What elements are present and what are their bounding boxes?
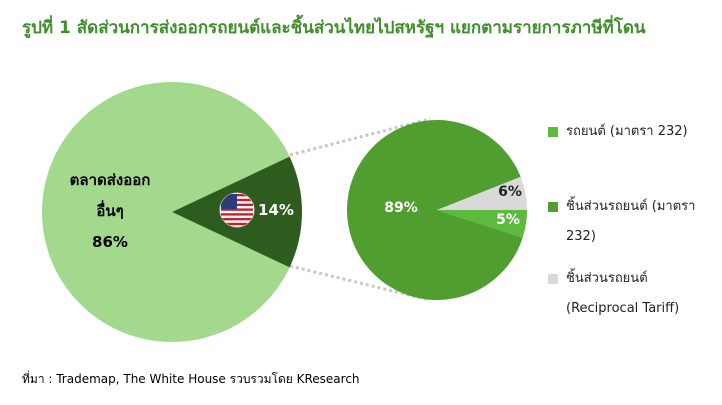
source-note: ที่มา : Trademap, The White House รวบรวม… [22,372,360,386]
flag-stripe [221,208,253,211]
legend-item: ชิ้นส่วนรถยนต์ (มาตรา 232) [548,192,708,252]
value-label: 89% [384,200,418,216]
legend-item: รถยนต์ (มาตรา 232) [548,117,708,147]
value-label: 5% [496,212,520,228]
flag-stripe [221,213,253,216]
legend-swatch [548,202,558,212]
value-label: 14% [258,201,294,219]
pie-slice [41,82,290,342]
pie-slice [347,120,523,301]
connector [289,117,431,157]
slice-label: ตลาดส่งออก อื่นๆ 86% [55,165,165,258]
legend-label: ชิ้นส่วนรถยนต์ (มาตรา 232) [566,199,696,244]
flag-stripe [221,218,253,221]
value-label: 86% [92,233,128,251]
legend-swatch [548,127,558,137]
legend-label: รถยนต์ (มาตรา 232) [566,124,688,139]
legend-label: ชิ้นส่วนรถยนต์ (Reciprocal Tariff) [566,271,680,316]
legend-swatch [548,274,558,284]
pie-slice [437,210,527,238]
legend-item: ชิ้นส่วนรถยนต์ (Reciprocal Tariff) [548,264,708,324]
value-label: 6% [498,184,522,200]
chart-title: รูปที่ 1 สัดส่วนการส่งออกรถยนต์และชิ้นส่… [22,18,646,38]
pie-slice [437,176,527,210]
category-label: ตลาดส่งออก อื่นๆ [69,171,151,220]
flag-stripe [221,222,253,226]
